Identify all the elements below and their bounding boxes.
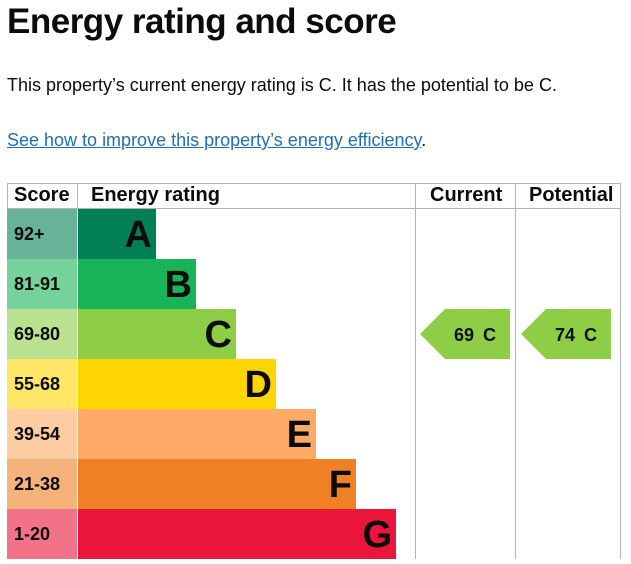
band-letter-d: D bbox=[244, 364, 272, 406]
page-title: Energy rating and score bbox=[7, 2, 397, 41]
header-score: Score bbox=[14, 184, 70, 206]
potential-rating-arrow: 74 C bbox=[521, 309, 611, 359]
band-letter-f: F bbox=[328, 464, 352, 506]
band-score-f: 21-38 bbox=[7, 459, 77, 509]
current-rating-arrow: 69 C bbox=[420, 309, 510, 359]
improve-link-line: See how to improve this property’s energ… bbox=[7, 130, 426, 151]
band-score-d: 55-68 bbox=[7, 359, 77, 409]
band-bar-a: A bbox=[78, 209, 156, 259]
band-letter-a: A bbox=[124, 214, 152, 256]
header-divider bbox=[7, 208, 621, 209]
band-score-a: 92+ bbox=[7, 209, 77, 259]
score-column-divider bbox=[77, 183, 78, 208]
header-potential: Potential bbox=[529, 184, 614, 206]
band-bar-c: C bbox=[78, 309, 236, 359]
band-bar-g: G bbox=[78, 509, 396, 559]
band-score-e: 39-54 bbox=[7, 409, 77, 459]
header-current: Current bbox=[430, 184, 503, 206]
current-column-divider bbox=[415, 183, 416, 559]
current-rating-value: 69 bbox=[454, 325, 474, 345]
band-letter-c: C bbox=[204, 314, 232, 356]
link-suffix: . bbox=[421, 130, 427, 150]
band-bar-b: B bbox=[78, 259, 196, 309]
rating-summary: This property’s current energy rating is… bbox=[7, 75, 557, 95]
band-score-c: 69-80 bbox=[7, 309, 77, 359]
band-bar-d: D bbox=[78, 359, 276, 409]
svg-text:69C: 69 C bbox=[454, 325, 496, 345]
band-letter-g: G bbox=[362, 514, 392, 556]
chart-right-border bbox=[620, 183, 621, 559]
band-score-b: 81-91 bbox=[7, 259, 77, 309]
energy-rating-chart: Score Energy rating Current Potential 92… bbox=[7, 183, 621, 559]
band-score-g: 1-20 bbox=[7, 509, 77, 559]
header-energy-rating: Energy rating bbox=[91, 184, 220, 206]
band-bar-f: F bbox=[78, 459, 356, 509]
potential-rating-letter: C bbox=[584, 325, 597, 345]
current-rating-letter: C bbox=[483, 325, 496, 345]
improve-efficiency-link[interactable]: See how to improve this property’s energ… bbox=[7, 130, 422, 150]
potential-column-divider bbox=[515, 183, 516, 559]
potential-rating-value: 74 bbox=[555, 325, 575, 345]
band-bar-e: E bbox=[78, 409, 316, 459]
svg-text:74C: 74 C bbox=[555, 325, 597, 345]
band-letter-e: E bbox=[286, 414, 312, 456]
band-letter-b: B bbox=[164, 264, 192, 306]
chart-top-border bbox=[7, 183, 621, 184]
